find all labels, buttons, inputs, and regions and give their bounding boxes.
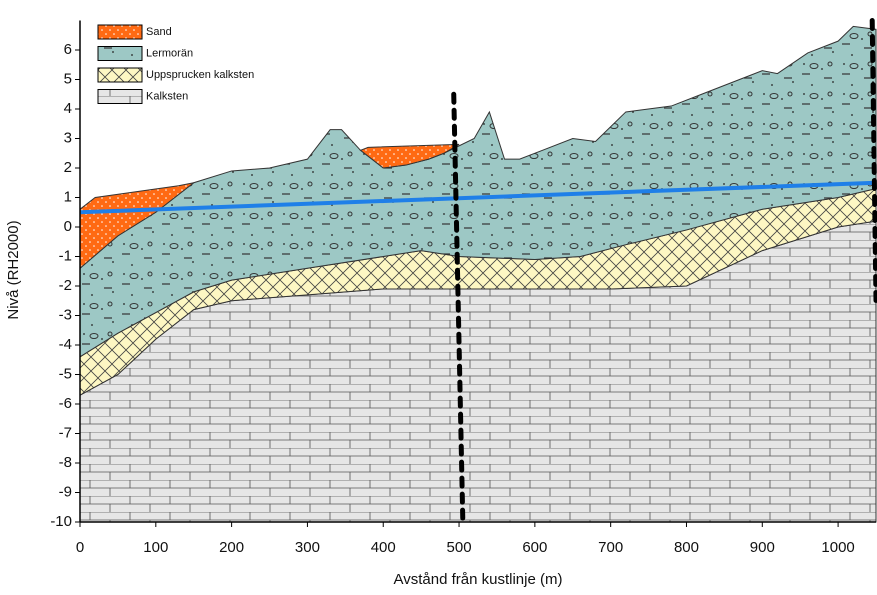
y-tick-label: -9	[59, 483, 72, 500]
x-tick-label: 300	[295, 539, 320, 556]
x-tick-label: 500	[447, 539, 472, 556]
y-tick-label: -3	[59, 306, 72, 323]
y-tick-label: -1	[59, 247, 72, 264]
y-tick-label: 0	[64, 218, 72, 235]
legend-label: Kalksten	[146, 90, 188, 102]
x-tick-label: 1000	[821, 539, 854, 556]
y-tick-label: -4	[59, 336, 72, 353]
y-tick-label: -7	[59, 424, 72, 441]
legend-swatch	[98, 47, 142, 61]
y-tick-label: -6	[59, 395, 72, 412]
y-tick-label: -8	[59, 454, 72, 471]
y-tick-label: -10	[50, 513, 72, 530]
x-tick-label: 100	[143, 539, 168, 556]
y-tick-label: 3	[64, 129, 72, 146]
legend-label: Lermorän	[146, 47, 193, 59]
y-tick-label: 5	[64, 70, 72, 87]
y-tick-label: 2	[64, 159, 72, 176]
y-tick-label: 6	[64, 41, 72, 58]
chart: Avstånd från kustlinje (m) Nivå (RH2000)…	[0, 0, 877, 590]
x-tick-label: 400	[371, 539, 396, 556]
x-tick-label: 800	[674, 539, 699, 556]
page: {"chart_data": {"type": "cross-section",…	[0, 0, 877, 595]
x-tick-label: 900	[750, 539, 775, 556]
legend-swatch	[98, 90, 142, 104]
legend-swatch	[98, 68, 142, 82]
y-axis-label: Nivå (RH2000)	[5, 220, 22, 319]
y-tick-label: -2	[59, 277, 72, 294]
x-tick-label: 200	[219, 539, 244, 556]
y-tick-label: -5	[59, 365, 72, 382]
y-tick-label: 4	[64, 100, 72, 117]
x-tick-label: 600	[522, 539, 547, 556]
x-axis-label: Avstånd från kustlinje (m)	[394, 571, 563, 588]
legend-label: Sand	[146, 26, 172, 38]
y-tick-label: 1	[64, 188, 72, 205]
x-tick-label: 0	[76, 539, 84, 556]
legend-label: Uppsprucken kalksten	[146, 69, 254, 81]
legend-swatch	[98, 25, 142, 39]
x-tick-label: 700	[598, 539, 623, 556]
